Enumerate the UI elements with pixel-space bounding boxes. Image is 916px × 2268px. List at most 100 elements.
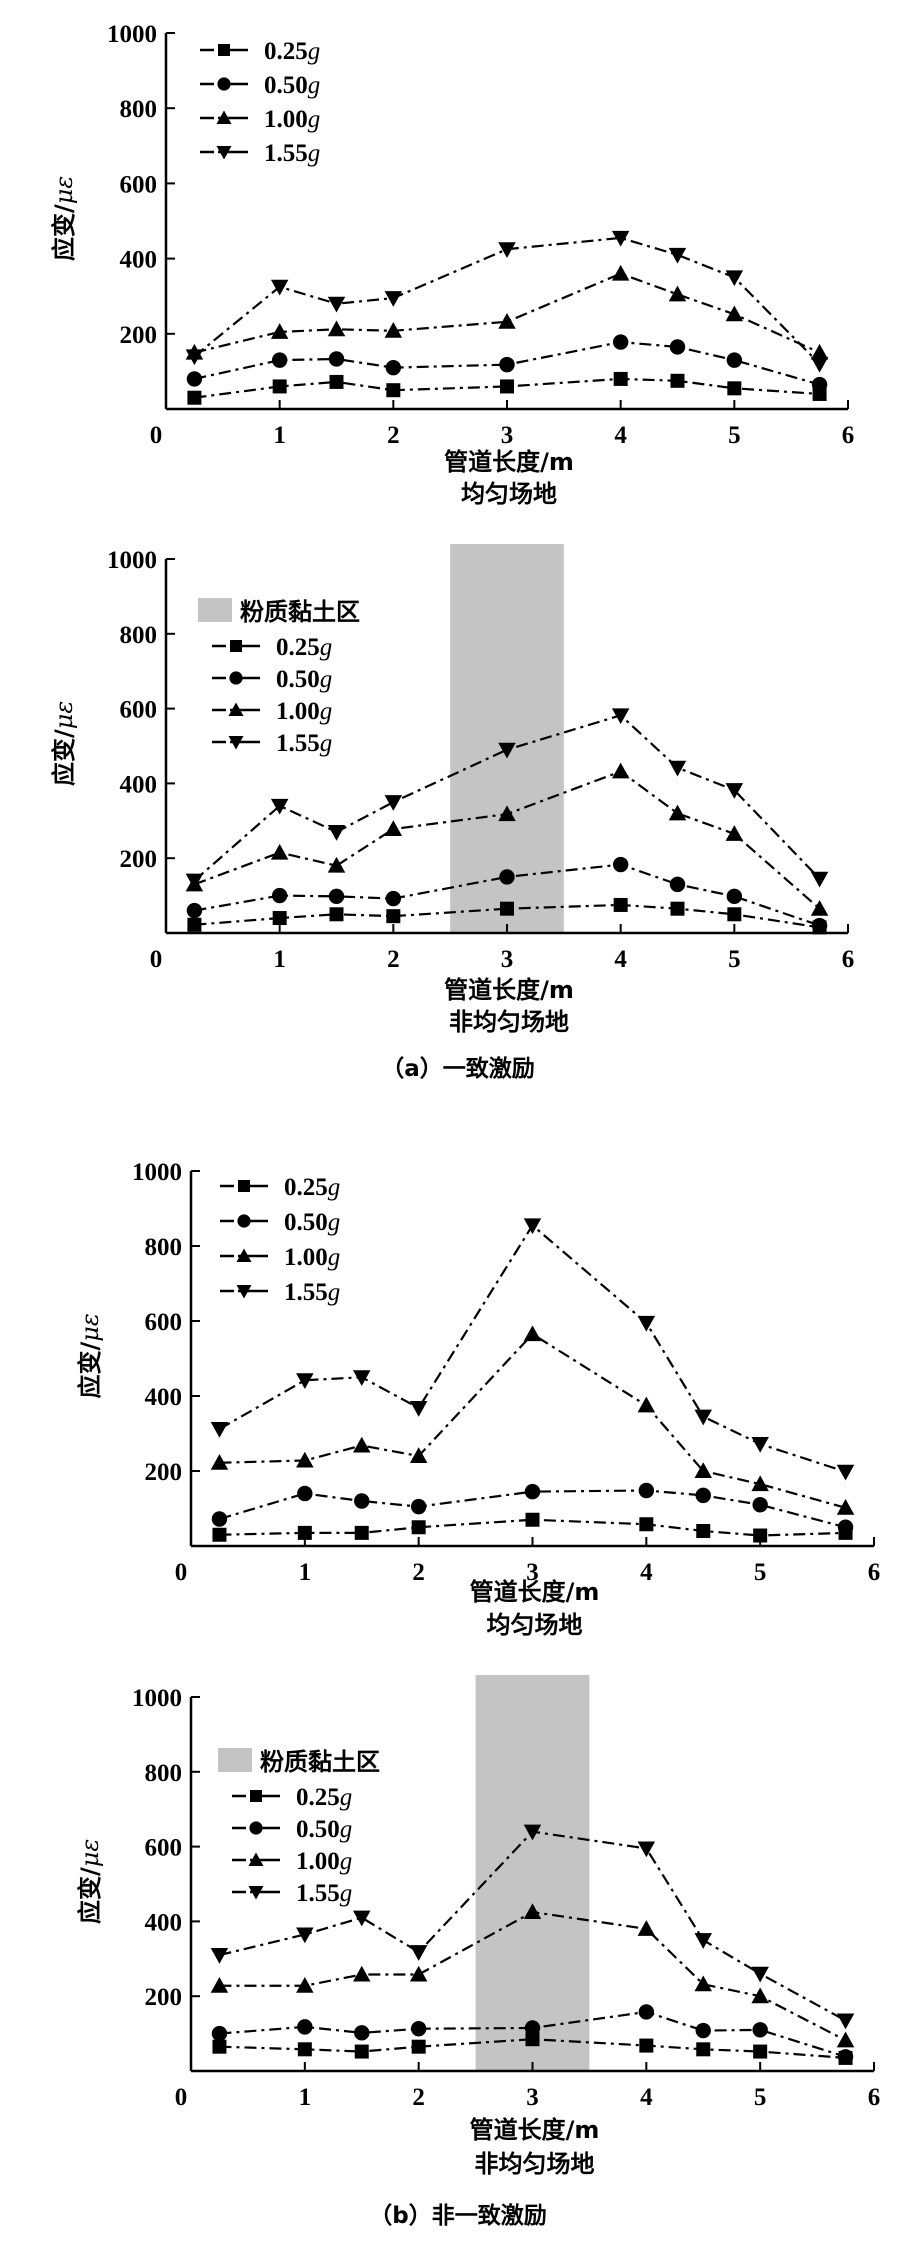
data-point-0.50g	[271, 352, 288, 368]
legend-value: 1.55	[296, 1880, 340, 1907]
data-point-0.50g	[811, 917, 828, 934]
legend-unit: g	[320, 730, 333, 757]
y-tick-label: 1000	[107, 547, 157, 574]
y-axis-label-main: 应变/	[50, 729, 78, 786]
legend-unit: g	[308, 140, 321, 167]
data-point-0.25g	[753, 1528, 768, 1543]
data-point-0.25g	[613, 371, 628, 386]
data-point-0.50g	[837, 2049, 854, 2065]
data-point-0.50g	[695, 1487, 711, 1504]
data-point-1.00g	[210, 1454, 229, 1470]
data-point-1.55g	[810, 356, 829, 373]
series-line-1.00g	[194, 272, 821, 354]
data-point-1.55g	[210, 1422, 229, 1438]
data-point-0.25g	[386, 909, 401, 924]
x-tick-label: 1	[299, 1559, 312, 1586]
data-point-0.25g	[670, 373, 685, 388]
legend-band-swatch	[218, 1748, 252, 1772]
y-axis-label-unit: με	[50, 176, 78, 204]
data-point-1.00g	[668, 285, 687, 302]
data-point-0.25g	[525, 1512, 540, 1527]
data-point-0.25g	[411, 2039, 426, 2054]
legend-marker-triangle-up	[248, 1852, 264, 1866]
x-axis-label: 管道长度/m	[444, 976, 574, 1004]
data-point-0.50g	[726, 888, 743, 905]
site-condition-label: 非均匀场地	[449, 1008, 569, 1036]
y-axis-label-main: 应变/	[50, 204, 78, 261]
data-point-1.55g	[725, 270, 744, 287]
data-point-0.50g	[385, 359, 402, 376]
data-point-0.50g	[297, 1485, 313, 1502]
y-tick-label: 200	[145, 1459, 183, 1486]
series-line-0.50g	[194, 340, 820, 386]
data-point-0.50g	[524, 2020, 541, 2036]
data-point-0.25g	[272, 911, 287, 926]
y-tick-label: 400	[145, 1384, 183, 1411]
data-point-1.00g	[751, 1987, 769, 2004]
data-point-0.50g	[354, 2025, 370, 2041]
legend-marker-triangle-down	[216, 146, 232, 160]
data-point-0.25g	[639, 1517, 654, 1532]
y-axis-label-main: 应变/	[76, 1342, 104, 1399]
data-point-0.50g	[612, 334, 629, 350]
legend-unit: g	[320, 634, 333, 661]
data-point-1.55g	[751, 1966, 769, 1983]
data-point-0.50g	[638, 1482, 655, 1499]
legend-label-0.50g: 0.50g	[296, 1816, 352, 1843]
data-point-0.50g	[752, 1497, 768, 1513]
legend-label-0.50g: 0.50g	[264, 72, 320, 99]
data-point-1.00g	[498, 805, 516, 822]
data-point-1.00g	[210, 1976, 229, 1993]
legend-unit: g	[328, 1279, 341, 1306]
data-point-1.55g	[384, 795, 403, 811]
legend-marker-circle	[217, 77, 231, 91]
data-point-0.25g	[187, 917, 202, 932]
data-point-1.55g	[498, 742, 516, 759]
legend-marker-triangle-up	[216, 110, 232, 124]
legend-label-0.50g: 0.50g	[284, 1209, 340, 1236]
chart-panel-a-nonuniform: 0 1 2 3 4 5 6 200 400 600 800 1000 应变/με 管道长度/m 非均匀场地 粉…	[50, 544, 854, 1036]
data-point-0.50g	[410, 2021, 427, 2037]
legend-unit: g	[340, 1816, 353, 1843]
data-point-1.00g	[694, 1975, 712, 1992]
legend-unit: g	[328, 1244, 341, 1271]
legend-label-1.00g: 1.00g	[264, 106, 320, 133]
data-point-1.55g	[270, 798, 289, 815]
legend-value: 0.50	[284, 1209, 328, 1236]
data-point-1.55g	[409, 1945, 428, 1961]
y-axis-label-unit: με	[50, 701, 78, 729]
legend-band-label: 粉质黏土区	[260, 1748, 380, 1776]
data-point-1.55g	[296, 1927, 314, 1944]
data-point-1.55g	[185, 349, 204, 366]
data-point-0.25g	[212, 1527, 227, 1542]
data-point-1.55g	[725, 783, 744, 799]
data-point-1.55g	[384, 291, 403, 307]
y-tick-label: 600	[120, 171, 158, 198]
x-tick-label: 4	[640, 1559, 653, 1586]
legend-label-1.00g: 1.00g	[276, 698, 332, 725]
data-point-0.25g	[272, 379, 287, 394]
data-point-1.55g	[751, 1437, 769, 1453]
series-line-0.50g	[219, 2010, 846, 2058]
data-point-0.25g	[354, 2044, 369, 2059]
legend-value: 0.25	[284, 1174, 328, 1201]
x-tick-label: 6	[868, 1559, 881, 1586]
data-point-1.55g	[611, 708, 630, 725]
x-tick-label: 2	[412, 2084, 425, 2111]
legend-value: 0.25	[264, 38, 308, 65]
x-tick-label: 6	[868, 2084, 881, 2111]
series-line-1.55g	[193, 714, 821, 882]
data-point-0.25g	[639, 2038, 654, 2053]
legend-label-1.55g: 1.55g	[284, 1279, 340, 1306]
chart-panel-a-uniform: 0 1 2 3 4 5 6 200 400 600 800 1000 应变/με 管道长度/m 均匀场地 0.…	[50, 21, 854, 508]
data-point-0.50g	[524, 1483, 541, 1500]
y-tick-label: 600	[145, 1309, 183, 1336]
data-point-0.50g	[385, 890, 402, 907]
x-tick-label: 0	[150, 422, 163, 449]
legend-label-1.55g: 1.55g	[296, 1880, 352, 1907]
data-point-1.55g	[185, 873, 204, 890]
data-point-1.00g	[611, 762, 630, 779]
x-tick-label: 2	[387, 422, 400, 449]
y-tick-label: 200	[120, 846, 158, 873]
caption-b: （b）非一致激励	[369, 2202, 546, 2229]
